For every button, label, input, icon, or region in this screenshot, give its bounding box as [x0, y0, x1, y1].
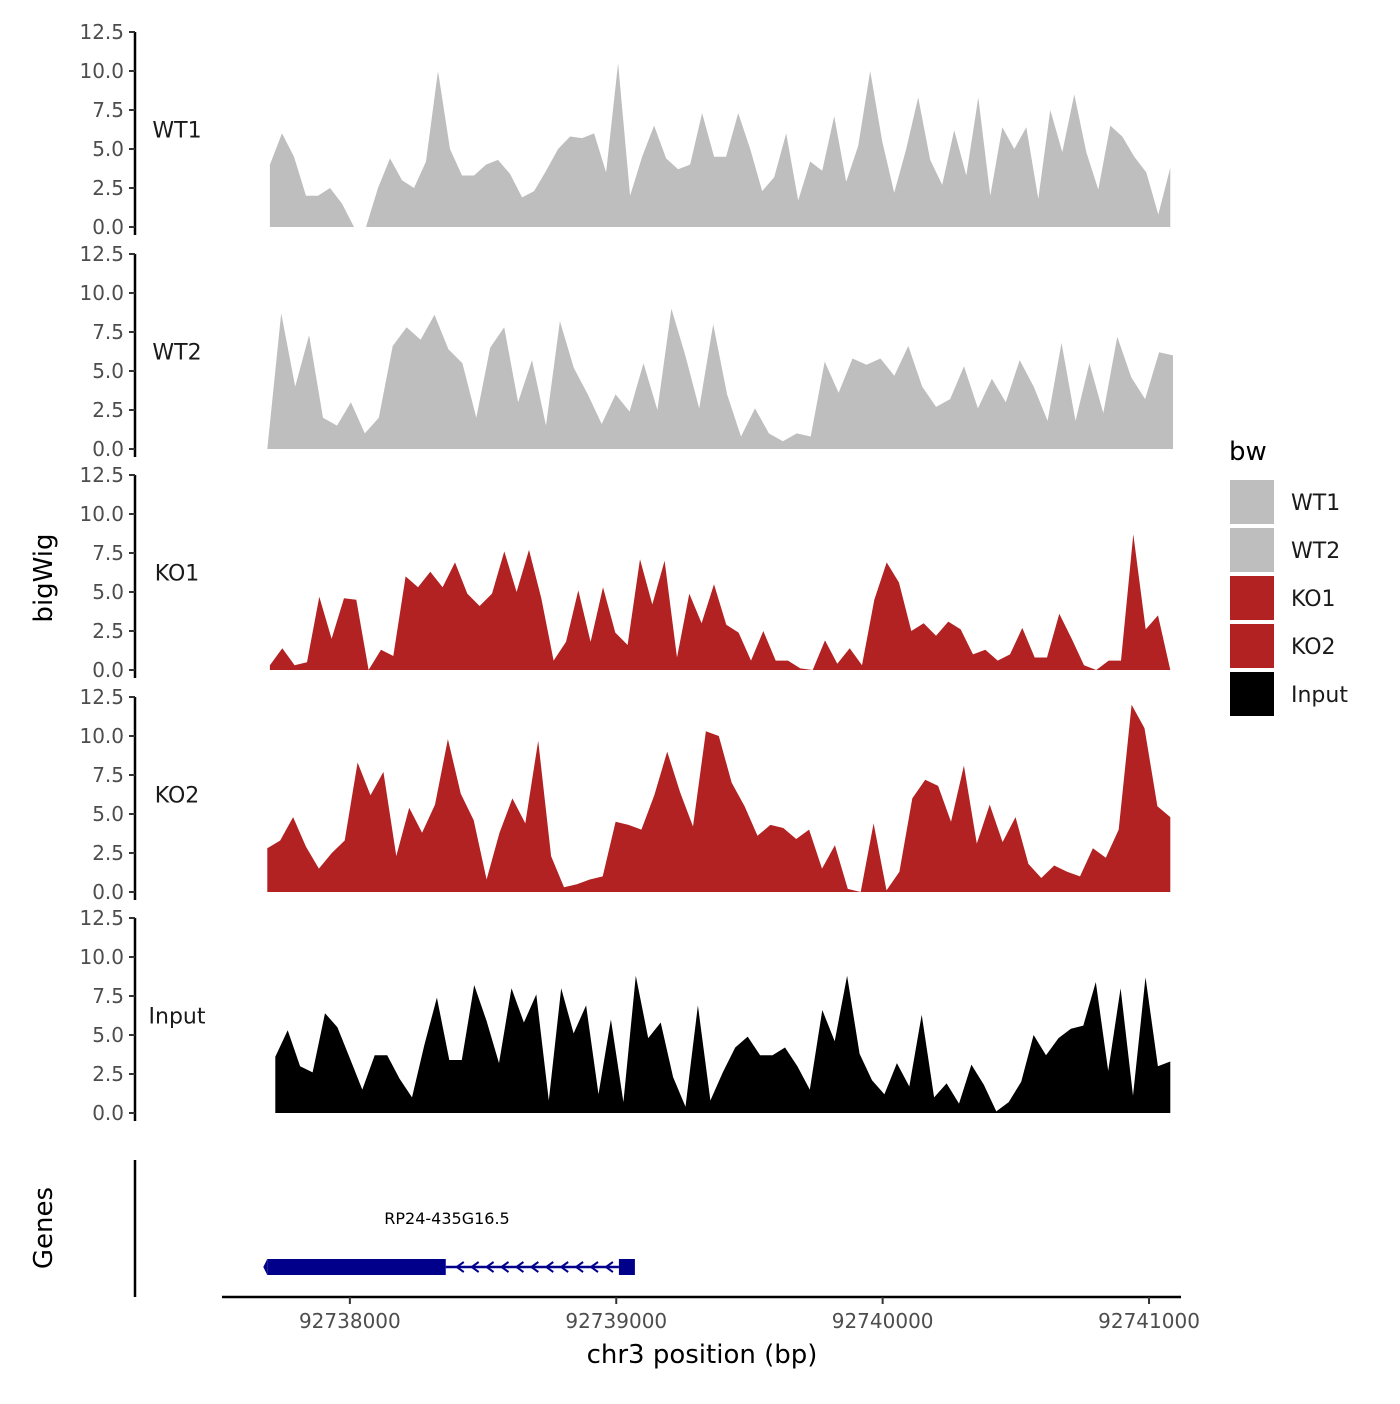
y-tick-label-ko2: 5.0 — [92, 802, 124, 826]
gene-strand-arrow — [589, 1261, 599, 1273]
track-label-wt2: WT2 — [152, 341, 201, 366]
legend-label-wt1: WT1 — [1291, 491, 1340, 516]
y-tick-label-input: 7.5 — [92, 984, 124, 1008]
legend-label-ko2: KO2 — [1291, 635, 1336, 660]
y-tick-label-ko1: 12.5 — [79, 463, 124, 487]
track-area-wt1 — [269, 63, 1171, 228]
y-tick-label-wt1: 7.5 — [92, 98, 124, 122]
x-tick-label: 92738000 — [299, 1309, 401, 1333]
y-tick-label-ko2: 2.5 — [92, 841, 124, 865]
y-tick-label-ko1: 7.5 — [92, 541, 124, 565]
x-axis-title: chr3 position (bp) — [587, 1340, 818, 1370]
gene-strand-arrow — [484, 1261, 495, 1273]
legend-key-ko2 — [1230, 624, 1274, 668]
gene-label: RP24-435G16.5 — [384, 1209, 509, 1228]
gene-strand-arrow — [604, 1261, 614, 1273]
y-tick-label-ko2: 10.0 — [79, 724, 124, 748]
y-tick-label-wt2: 5.0 — [92, 359, 124, 383]
gene-strand-arrow — [514, 1261, 525, 1273]
track-label-wt1: WT1 — [152, 119, 201, 144]
y-tick-label-input: 10.0 — [79, 945, 124, 969]
y-tick-label-input: 5.0 — [92, 1023, 124, 1047]
gene-strand-arrow — [574, 1261, 584, 1273]
gene-exon-2 — [618, 1259, 635, 1275]
y-tick-label-ko2: 0.0 — [92, 880, 124, 904]
y-tick-label-wt1: 0.0 — [92, 215, 124, 239]
gene-strand-arrow — [544, 1261, 554, 1273]
track-area-wt2 — [267, 308, 1173, 449]
y-tick-label-ko2: 7.5 — [92, 763, 124, 787]
y-tick-label-wt1: 5.0 — [92, 137, 124, 161]
x-tick-label: 92739000 — [565, 1309, 667, 1333]
gene-strand-arrow — [559, 1261, 569, 1273]
gene-strand-arrow — [529, 1261, 539, 1273]
y-tick-label-wt1: 2.5 — [92, 176, 124, 200]
y-tick-label-wt1: 10.0 — [79, 59, 124, 83]
track-label-input: Input — [149, 1005, 206, 1030]
track-label-ko1: KO1 — [155, 562, 200, 587]
track-area-ko1 — [269, 534, 1171, 670]
legend-title: bw — [1229, 437, 1267, 467]
gene-strand-arrow — [455, 1261, 465, 1273]
y-tick-label-wt2: 7.5 — [92, 320, 124, 344]
gene-strand-arrow — [469, 1261, 480, 1273]
y-tick-label-wt2: 2.5 — [92, 398, 124, 422]
gene-exon-1 — [267, 1259, 446, 1275]
legend-label-wt2: WT2 — [1291, 539, 1340, 564]
y-tick-label-wt2: 10.0 — [79, 281, 124, 305]
y-tick-label-ko2: 12.5 — [79, 685, 124, 709]
gene-exon-1-tip — [263, 1259, 268, 1275]
legend-key-wt1 — [1230, 480, 1274, 524]
y-tick-label-ko1: 0.0 — [92, 658, 124, 682]
x-tick-label: 92741000 — [1098, 1309, 1200, 1333]
legend-key-ko1 — [1230, 576, 1274, 620]
y-tick-label-wt1: 12.5 — [79, 20, 124, 44]
legend-key-wt2 — [1230, 528, 1274, 572]
y-tick-label-wt2: 0.0 — [92, 437, 124, 461]
y-tick-label-ko1: 2.5 — [92, 619, 124, 643]
y-tick-label-input: 12.5 — [79, 906, 124, 930]
y-tick-label-wt2: 12.5 — [79, 242, 124, 266]
y-tick-label-ko1: 10.0 — [79, 502, 124, 526]
genes-axis-title: Genes — [29, 1187, 59, 1269]
y-tick-label-input: 2.5 — [92, 1062, 124, 1086]
gene-strand-arrow — [499, 1261, 510, 1273]
y-tick-label-input: 0.0 — [92, 1101, 124, 1125]
track-area-input — [275, 975, 1171, 1113]
x-tick-label: 92740000 — [832, 1309, 934, 1333]
legend-key-input — [1230, 672, 1274, 716]
track-label-ko2: KO2 — [155, 784, 200, 809]
track-area-ko2 — [267, 704, 1171, 892]
y-tick-label-ko1: 5.0 — [92, 580, 124, 604]
legend-label-input: Input — [1291, 683, 1348, 708]
y-axis-title: bigWig — [29, 533, 59, 622]
legend-label-ko1: KO1 — [1291, 587, 1336, 612]
